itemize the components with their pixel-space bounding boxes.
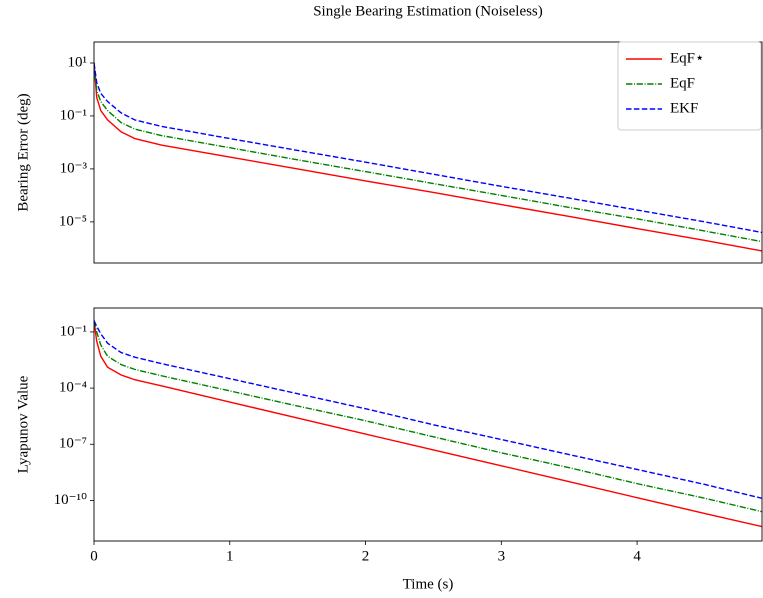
y-tick-label: 10⁻¹⁰ <box>54 492 87 508</box>
x-tick-label: 2 <box>362 548 370 564</box>
x-tick-label: 3 <box>498 548 506 564</box>
series-line <box>94 62 762 243</box>
series-line <box>94 320 762 499</box>
legend-label: EqF⋆ <box>670 50 704 66</box>
y-axis-label: Bearing Error (deg) <box>15 93 31 211</box>
x-tick-label: 4 <box>633 548 641 564</box>
axes-frame <box>93 307 763 542</box>
series-line <box>94 62 762 252</box>
series-line <box>94 320 762 513</box>
x-tick-label: 1 <box>226 548 234 564</box>
x-tick-label: 0 <box>90 548 98 564</box>
chart-title: Single Bearing Estimation (Noiseless) <box>313 3 543 19</box>
y-tick-label: 10⁻³ <box>60 160 88 176</box>
y-tick-label: 10⁻¹ <box>60 107 87 123</box>
axes-frame <box>93 41 763 264</box>
y-tick-label: 10¹ <box>68 54 88 70</box>
y-tick-label: 10⁻¹ <box>60 323 87 339</box>
y-tick-label: 10⁻⁴ <box>59 380 87 396</box>
legend-box <box>617 41 762 131</box>
legend-label: EKF <box>670 100 698 116</box>
y-tick-label: 10⁻⁷ <box>59 436 87 452</box>
series-line <box>94 62 762 234</box>
y-tick-label: 10⁻⁵ <box>59 213 87 229</box>
series-line <box>94 320 762 528</box>
x-axis-label: Time (s) <box>403 576 454 592</box>
legend-label: EqF <box>670 75 695 91</box>
y-axis-label: Lyapunov Value <box>15 375 31 473</box>
